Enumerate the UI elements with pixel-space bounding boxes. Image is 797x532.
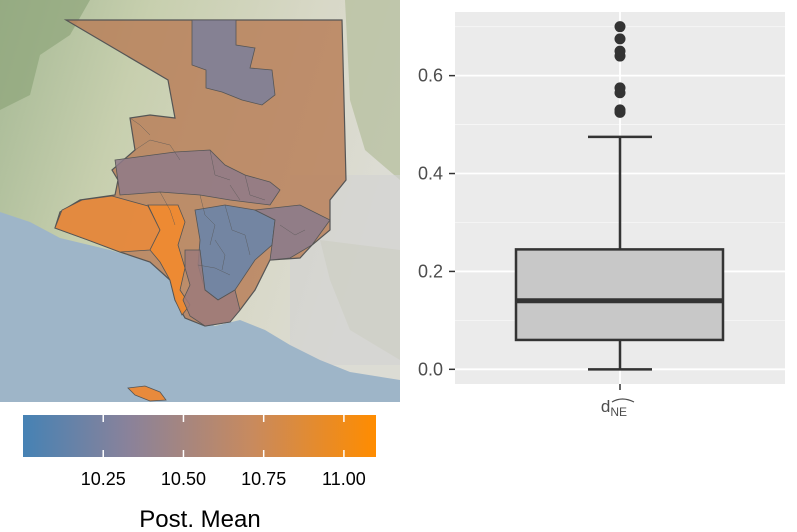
region-south-bay [182,249,241,327]
basemap-ocean [0,212,400,402]
outlier-point [614,82,626,94]
tract-boundaries [129,117,306,276]
legend-tick-label: 11.00 [322,469,366,489]
region-east [253,204,331,261]
basemap-hills-east [345,0,400,180]
boxplot-chart: 0.0 0.2 0.4 0.6 dNE [418,12,785,419]
map-panel [0,0,400,402]
color-legend: 10.25 10.50 10.75 11.00 Post. Mean [23,415,376,532]
y-tick-label: 0.6 [418,66,443,86]
outlier-point [614,45,626,57]
outlier-point [614,104,626,116]
x-axis: dNE [601,384,635,419]
iqr-box [514,248,725,342]
legend-colorbar [23,415,376,457]
outlier-point [614,33,626,45]
legend-title: Post. Mean [139,506,260,532]
region-coast [147,204,191,316]
legend-tick-label: 10.75 [241,469,286,489]
region-island [127,385,167,402]
y-tick-label: 0.2 [418,261,443,281]
region-antelope [191,19,276,106]
y-tick-label: 0.4 [418,164,443,184]
legend-tick-label: 10.50 [161,469,206,489]
legend-tick-label: 10.25 [81,469,126,489]
y-axis: 0.0 0.2 0.4 0.6 [418,66,455,379]
legend-ticks: 10.25 10.50 10.75 11.00 [81,415,366,489]
basemap-mountains [0,0,90,110]
x-tick-label-hat [611,398,635,403]
y-tick-label: 0.0 [418,359,443,379]
x-tick-label: dNE [601,397,627,419]
outlier-point [614,21,626,33]
boxplot-series [514,21,725,371]
